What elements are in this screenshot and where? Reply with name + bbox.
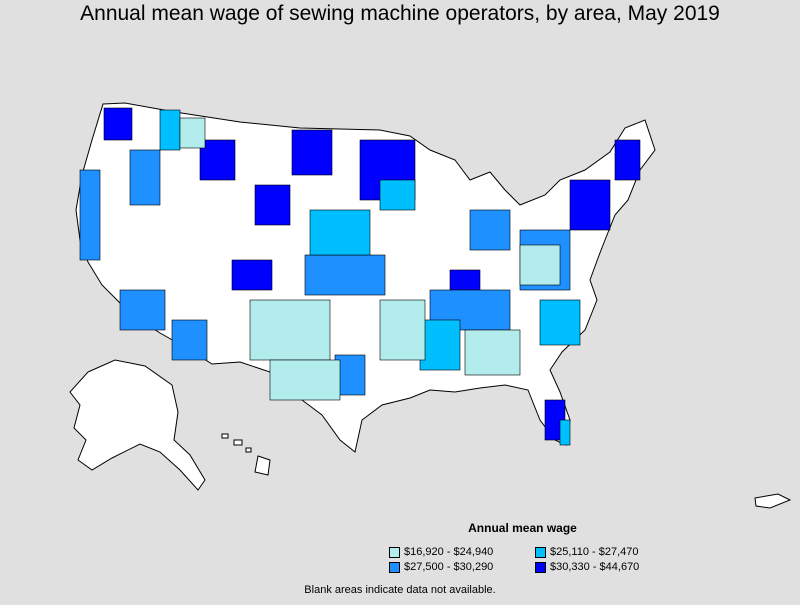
legend-item-2: $25,110 - $27,470 [535,546,638,558]
area-blocks [79,107,641,446]
legend-swatch-4 [535,561,546,573]
legend-label-1: $16,920 - $24,940 [404,546,494,558]
footnote: Blank areas indicate data not available. [304,584,496,596]
legend-item-4: $30,330 - $44,670 [535,561,639,573]
alaska [69,359,206,491]
map-title: Annual mean wage of sewing machine opera… [80,2,720,25]
puerto-rico [754,493,792,509]
legend-swatch-2 [535,546,546,558]
legend-swatch-3 [389,561,400,573]
legend-item-3: $27,500 - $30,290 [389,561,493,573]
legend-item-1: $16,920 - $24,940 [389,546,493,558]
hawaii [221,433,271,476]
legend-swatch-1 [389,546,400,558]
legend-label-4: $30,330 - $44,670 [550,561,640,573]
legend-label-3: $27,500 - $30,290 [404,561,494,573]
legend-title: Annual mean wage [468,521,577,535]
legend-label-2: $25,110 - $27,470 [550,546,639,558]
